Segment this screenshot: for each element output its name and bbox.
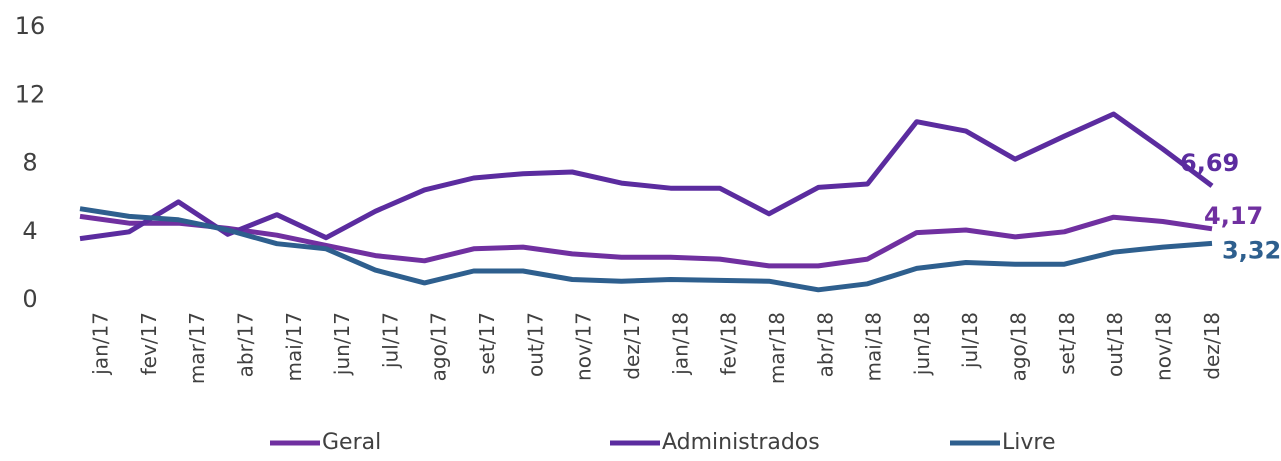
x-tick-label: ago/17 (427, 312, 451, 381)
x-tick-label: fev/17 (137, 312, 161, 375)
x-tick-label: jan/17 (89, 312, 113, 376)
x-tick-label: abr/18 (813, 312, 837, 377)
x-tick-label: nov/18 (1151, 312, 1175, 381)
x-tick-label: set/18 (1055, 312, 1079, 375)
x-tick-label: mai/17 (282, 312, 306, 381)
legend-label: Livre (1002, 430, 1056, 455)
x-tick-label: nov/17 (572, 312, 596, 381)
y-tick-label: 12 (15, 80, 46, 108)
x-tick-label: dez/17 (620, 312, 644, 380)
y-tick-label: 8 (22, 149, 37, 177)
y-tick-label: 4 (22, 217, 37, 245)
value-label: 4,17 (1204, 202, 1263, 230)
x-tick-label: out/17 (523, 312, 547, 377)
series-line (79, 213, 1213, 269)
value-label: 3,32 (1222, 236, 1281, 264)
x-tick-label: jul/17 (378, 312, 402, 369)
legend-label: Administrados (662, 430, 820, 455)
x-tick-label: set/17 (475, 312, 499, 375)
x-tick-label: dez/18 (1200, 312, 1224, 380)
x-tick-label: abr/17 (233, 312, 257, 377)
series-line (79, 206, 1213, 293)
value-label: 6,69 (1180, 149, 1239, 177)
x-tick-label: jun/18 (910, 312, 934, 376)
x-tick-label: jan/18 (668, 312, 692, 376)
x-tick-label: ago/18 (1007, 312, 1031, 381)
legend-label: Geral (322, 430, 381, 455)
x-tick-label: mai/18 (862, 312, 886, 381)
x-tick-label: mar/17 (185, 312, 209, 384)
x-tick-label: jun/17 (330, 312, 354, 376)
x-tick-label: out/18 (1103, 312, 1127, 377)
y-tick-label: 16 (15, 12, 46, 40)
y-tick-label: 0 (22, 285, 37, 313)
x-tick-label: mar/18 (765, 312, 789, 384)
series-line (79, 111, 1214, 242)
x-tick-label: fev/18 (717, 312, 741, 375)
x-tick-label: jul/18 (958, 312, 982, 369)
